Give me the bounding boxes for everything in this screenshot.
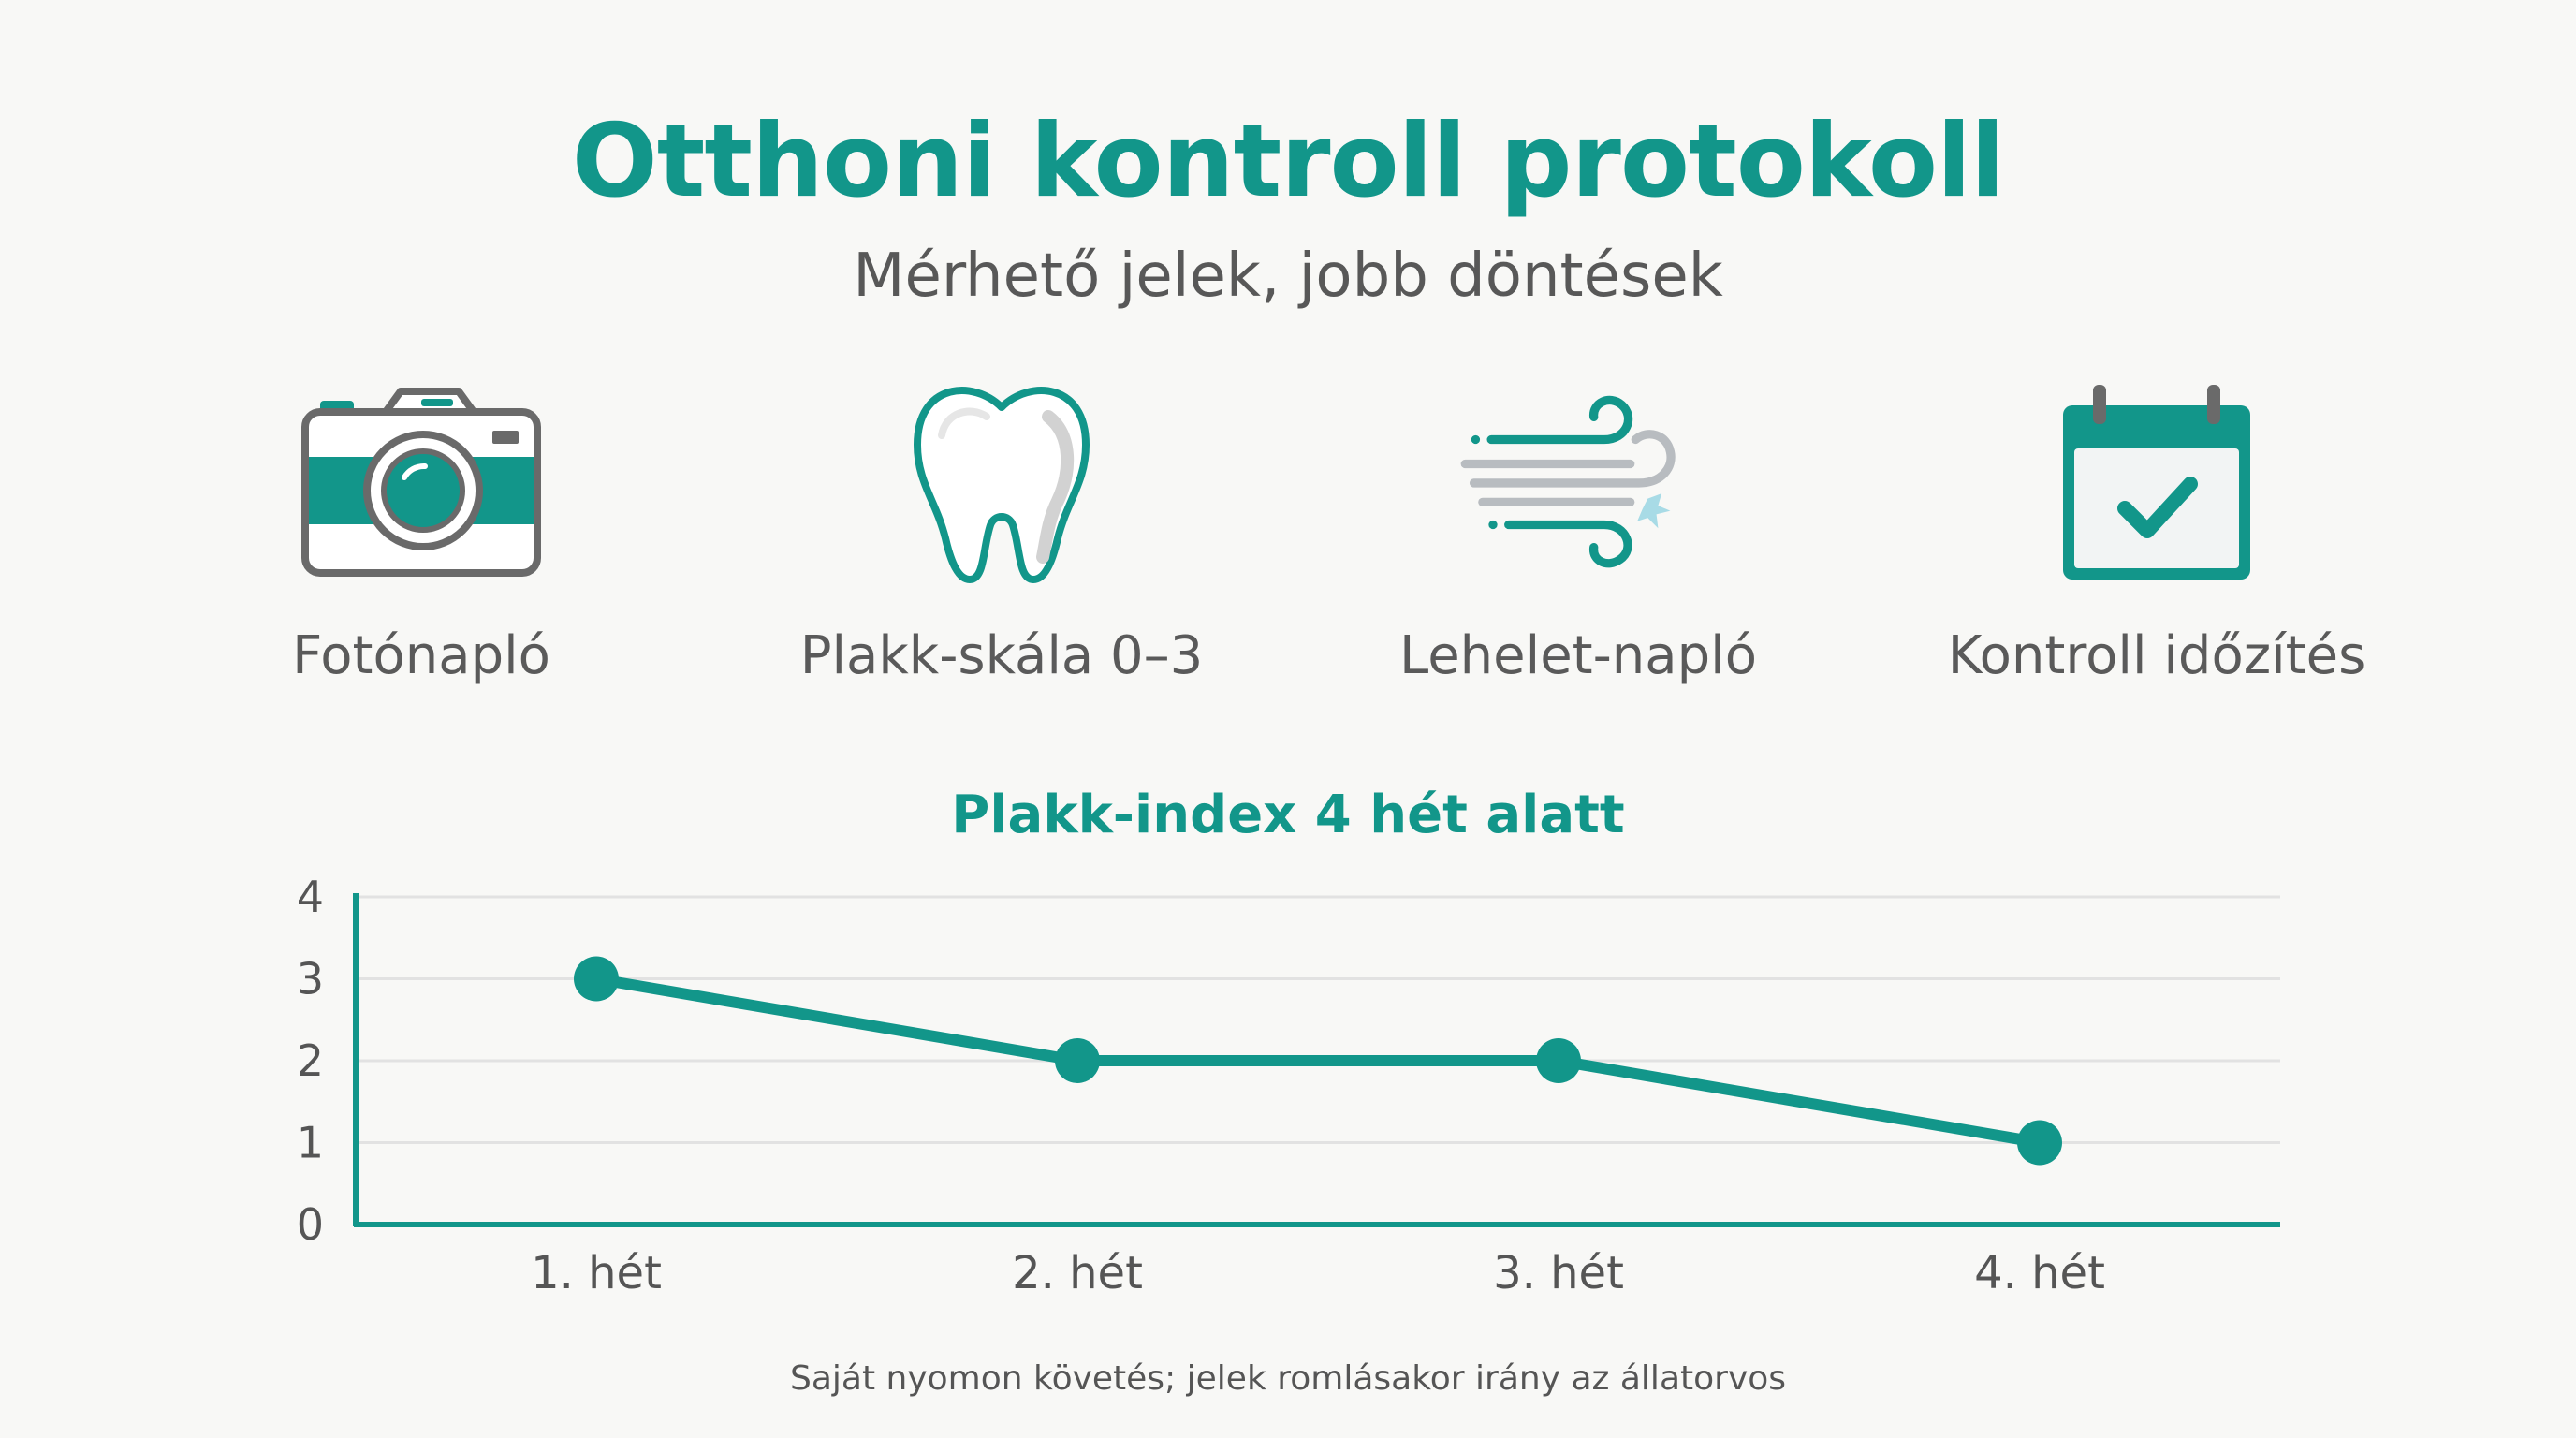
tooth-icon [880, 374, 1123, 590]
data-point [574, 956, 619, 1002]
feature-label: Kontroll időzítés [1947, 625, 2366, 686]
y-tick-label: 3 [297, 954, 324, 1005]
feature-label: Plakk-skála 0–3 [799, 625, 1204, 686]
data-point [1055, 1038, 1100, 1083]
calendar-check-icon [2035, 374, 2278, 590]
x-tick-label: 1. hét [531, 1247, 662, 1299]
feature-label: Fotónapló [292, 625, 550, 686]
page-title: Otthoni kontroll protokoll [571, 103, 2005, 220]
footnote: Saját nyomon követés; jelek romlásakor i… [789, 1359, 1787, 1398]
x-tick-label: 4. hét [1974, 1247, 2105, 1299]
feature-breath-log: Lehelet-napló [1279, 374, 1878, 686]
y-tick-label: 4 [297, 872, 324, 922]
chart-title: Plakk-index 4 hét alatt [951, 785, 1625, 845]
y-tick-label: 0 [297, 1199, 324, 1250]
series-line [591, 973, 2045, 1149]
wind-icon [1456, 374, 1700, 590]
y-tick-label: 2 [297, 1035, 324, 1086]
feature-photo-diary: Fotónapló [122, 374, 721, 686]
feature-label: Lehelet-napló [1399, 625, 1757, 686]
y-tick-label: 1 [297, 1118, 324, 1168]
x-tick-label: 3. hét [1493, 1247, 1624, 1299]
feature-plaque-scale: Plakk-skála 0–3 [702, 374, 1301, 686]
page-subtitle: Mérhető jelek, jobb döntések [853, 242, 1723, 311]
camera-icon [300, 374, 543, 590]
feature-checkup-timing: Kontroll időzítés [1857, 374, 2456, 686]
data-point [1536, 1038, 1581, 1083]
data-point [2017, 1120, 2062, 1166]
x-tick-label: 2. hét [1012, 1247, 1143, 1299]
